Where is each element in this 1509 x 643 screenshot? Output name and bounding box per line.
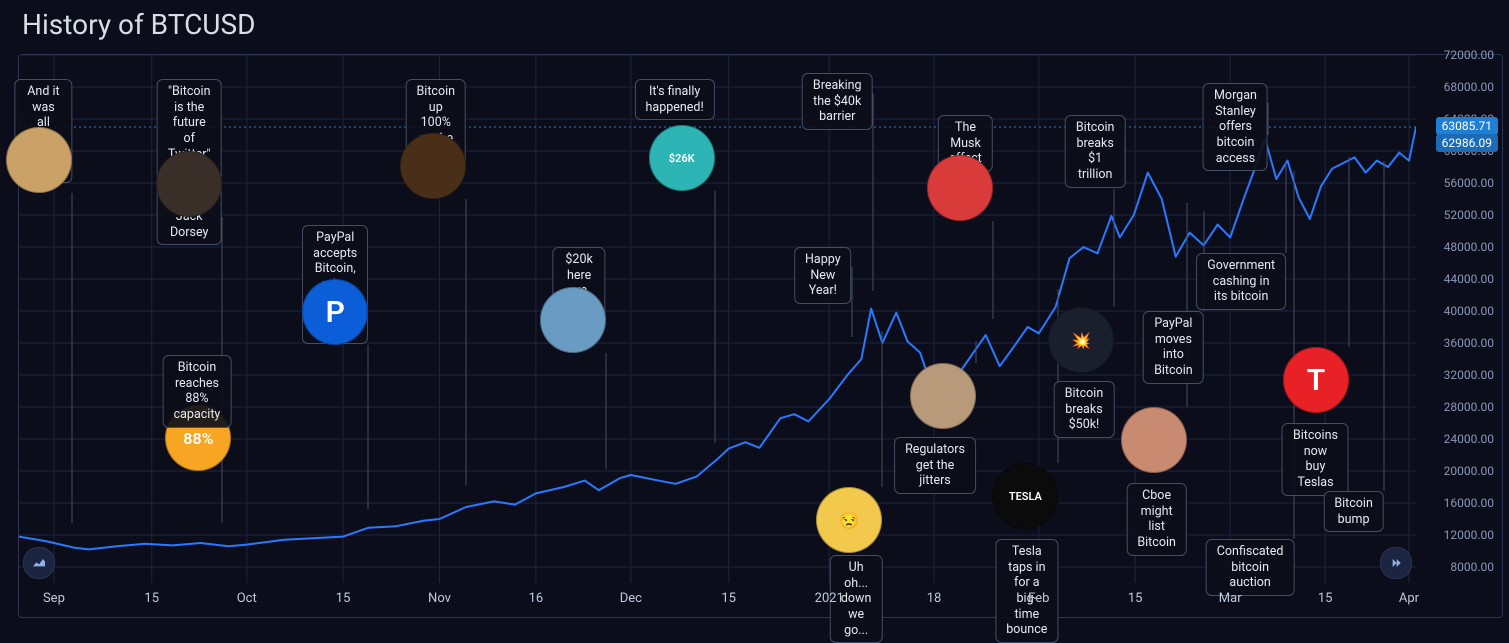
chart-panel: And it was all going so well...."Bitcoin… <box>18 54 1503 618</box>
price-badge: 62986.09 <box>1436 134 1498 152</box>
callout-bubble[interactable] <box>1121 407 1187 473</box>
x-tick-label: 15 <box>1128 591 1143 606</box>
callout-bubble[interactable] <box>400 133 466 199</box>
y-tick-label: 24000.00 <box>1422 432 1494 446</box>
callout-label[interactable]: Bitcoin reaches 88% capacity <box>163 355 232 428</box>
callout-label[interactable]: PayPal moves into Bitcoin <box>1143 311 1204 384</box>
x-tick-label: Dec <box>620 591 642 606</box>
callout-label[interactable]: Bitcoin bump <box>1323 491 1384 532</box>
page-title: History of BTCUSD <box>0 0 1509 51</box>
callout-bubble[interactable]: P <box>302 279 368 345</box>
y-axis: 72000.0068000.0064000.0060000.0056000.00… <box>1416 55 1502 583</box>
x-tick-label: 2021 <box>815 591 844 606</box>
y-tick-label: 12000.00 <box>1422 528 1494 542</box>
x-tick-label: Feb <box>1028 591 1049 606</box>
callout-label[interactable]: Bitcoin breaks $1 trillion <box>1065 115 1126 188</box>
callout-label[interactable]: Bitcoin breaks $50k! <box>1054 381 1115 438</box>
x-tick-label: Sep <box>43 591 65 606</box>
y-tick-label: 56000.00 <box>1422 176 1494 190</box>
callout-label[interactable]: It's finally happened! <box>635 79 715 120</box>
price-badge: 63085.71 <box>1436 117 1498 135</box>
x-tick-label: 15 <box>721 591 736 606</box>
y-tick-label: 48000.00 <box>1422 240 1494 254</box>
x-tick-label: 16 <box>529 591 544 606</box>
x-tick-label: 15 <box>1318 591 1333 606</box>
callout-label[interactable]: Happy New Year! <box>794 247 852 304</box>
y-tick-label: 40000.00 <box>1422 304 1494 318</box>
x-tick-label: Mar <box>1219 591 1242 606</box>
y-tick-label: 8000.00 <box>1422 560 1494 574</box>
callout-bubble[interactable] <box>156 151 222 217</box>
x-tick-label: Nov <box>428 591 451 606</box>
callout-label[interactable]: Cboe might list Bitcoin <box>1126 483 1187 556</box>
area-icon <box>31 555 47 571</box>
callout-label[interactable]: Bitcoins now buy Teslas <box>1282 423 1349 496</box>
x-tick-label: 18 <box>927 591 942 606</box>
chart-plot[interactable]: And it was all going so well...."Bitcoin… <box>19 55 1416 583</box>
y-tick-label: 52000.00 <box>1422 208 1494 222</box>
callout-label[interactable]: Government cashing in its bitcoin <box>1196 253 1286 310</box>
y-tick-label: 72000.00 <box>1422 48 1494 62</box>
x-axis: Sep 15 Oct 15 Nov 16 Dec 15 2021 18 Feb 15 Mar 15 Apr <box>19 583 1416 617</box>
callout-bubble[interactable] <box>910 363 976 429</box>
callout-bubble[interactable]: 💥 <box>1048 307 1114 373</box>
callout-bubble[interactable] <box>6 127 72 193</box>
chart-type-button[interactable] <box>23 547 55 579</box>
callout-bubble[interactable]: T <box>1283 347 1349 413</box>
scroll-right-button[interactable] <box>1380 547 1412 579</box>
x-tick-label: Apr <box>1399 591 1419 606</box>
callout-label[interactable]: Breaking the $40k barrier <box>802 73 873 130</box>
x-tick-label: Oct <box>237 591 257 606</box>
callout-bubble[interactable] <box>927 155 993 221</box>
x-tick-label: 15 <box>144 591 159 606</box>
callout-label[interactable]: Morgan Stanley offers bitcoin access <box>1203 83 1268 171</box>
callout-bubble[interactable] <box>540 287 606 353</box>
y-tick-label: 28000.00 <box>1422 400 1494 414</box>
callout-label[interactable]: Regulators get the jitters <box>894 437 976 494</box>
y-tick-label: 36000.00 <box>1422 336 1494 350</box>
y-tick-label: 32000.00 <box>1422 368 1494 382</box>
x-tick-label: 15 <box>336 591 351 606</box>
y-tick-label: 44000.00 <box>1422 272 1494 286</box>
callout-bubble[interactable]: 😒 <box>816 487 882 553</box>
y-tick-label: 20000.00 <box>1422 464 1494 478</box>
y-tick-label: 68000.00 <box>1422 80 1494 94</box>
y-tick-label: 16000.00 <box>1422 496 1494 510</box>
chevrons-right-icon <box>1388 555 1404 571</box>
callout-bubble[interactable]: $26K <box>649 125 715 191</box>
callout-bubble[interactable]: TESLA <box>992 463 1058 529</box>
